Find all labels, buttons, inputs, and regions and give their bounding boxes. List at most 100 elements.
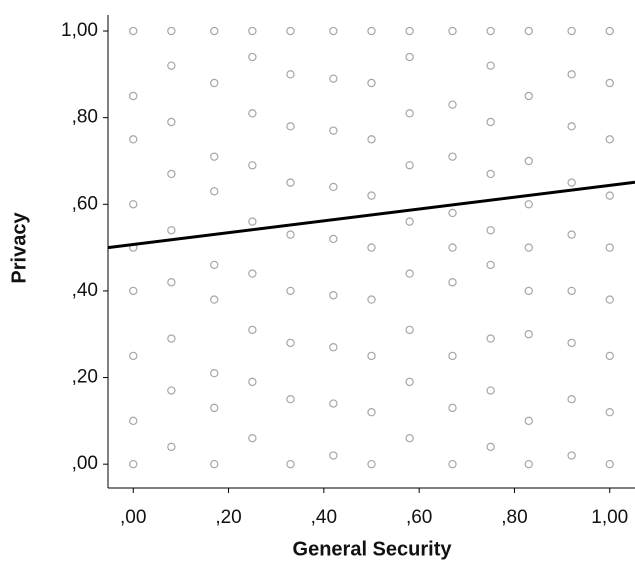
data-point (329, 399, 338, 408)
data-point (329, 26, 338, 36)
data-point (167, 26, 176, 36)
data-point (367, 135, 376, 144)
data-point (248, 217, 257, 226)
data-point (248, 109, 257, 118)
data-point (567, 451, 576, 460)
data-point (405, 433, 414, 443)
data-point (486, 334, 495, 343)
data-point (448, 278, 457, 287)
data-point (167, 169, 176, 179)
data-point (329, 74, 338, 83)
data-point (129, 459, 138, 469)
data-point (167, 386, 176, 395)
data-point (248, 161, 257, 170)
data-point (405, 325, 414, 335)
x-tick-label: 1,00 (591, 507, 628, 528)
data-point (329, 291, 338, 300)
data-point (286, 286, 295, 296)
data-point (129, 416, 138, 426)
data-point (286, 459, 295, 469)
data-point (448, 459, 457, 469)
data-point (524, 243, 533, 252)
x-tick-label: ,60 (406, 507, 432, 528)
data-point (524, 416, 533, 426)
data-point (286, 338, 295, 348)
data-point (210, 78, 219, 88)
data-point (605, 26, 614, 36)
data-point (329, 182, 338, 192)
x-tick-label: ,20 (215, 507, 241, 528)
data-point (167, 61, 176, 70)
y-tick-label: ,20 (72, 367, 98, 388)
data-point (286, 70, 295, 79)
data-point (367, 191, 376, 200)
data-point (329, 234, 338, 244)
data-point (605, 459, 614, 469)
data-point (367, 459, 376, 469)
data-point (448, 403, 457, 413)
data-point (367, 243, 376, 252)
y-tick-label: ,60 (72, 193, 98, 214)
data-point (524, 459, 533, 469)
data-point (210, 260, 219, 270)
data-point (486, 117, 495, 127)
y-tick-label: 1,00 (61, 20, 98, 41)
data-point (486, 260, 495, 270)
data-point (329, 126, 338, 135)
data-point (210, 459, 219, 469)
data-point (329, 451, 338, 460)
data-point (367, 78, 376, 88)
data-point (448, 208, 457, 218)
data-point (524, 156, 533, 166)
data-point (367, 295, 376, 304)
data-point (524, 286, 533, 296)
data-point (129, 26, 138, 36)
x-tick-label: ,80 (501, 507, 527, 528)
data-point (129, 91, 138, 101)
data-point (605, 243, 614, 252)
data-point (567, 178, 576, 187)
data-point (448, 351, 457, 361)
data-point (567, 70, 576, 79)
data-point (486, 386, 495, 395)
data-point (367, 407, 376, 417)
data-point (367, 26, 376, 36)
x-tick-label: ,00 (120, 507, 146, 528)
data-point (405, 26, 414, 36)
data-point (210, 152, 219, 161)
data-point (605, 407, 614, 417)
y-tick-label: ,80 (72, 107, 98, 128)
data-point (248, 269, 257, 278)
data-point (567, 286, 576, 296)
data-point (486, 169, 495, 179)
data-point (486, 226, 495, 235)
data-point (129, 351, 138, 361)
data-point (248, 26, 257, 36)
data-point (210, 295, 219, 304)
data-point (248, 52, 257, 62)
data-point (248, 377, 257, 387)
data-point (286, 395, 295, 404)
data-point (605, 191, 614, 200)
data-point (567, 230, 576, 239)
data-point (286, 26, 295, 36)
data-point (524, 330, 533, 339)
data-point (605, 135, 614, 144)
data-point (567, 26, 576, 36)
fit-line (107, 180, 635, 250)
data-point (248, 433, 257, 443)
data-point (448, 100, 457, 109)
data-point (167, 278, 176, 287)
data-point (524, 200, 533, 209)
data-point (286, 230, 295, 239)
data-point (405, 269, 414, 278)
data-point (405, 52, 414, 62)
data-point (448, 26, 457, 36)
data-point (605, 351, 614, 361)
data-point (167, 334, 176, 343)
data-point (210, 369, 219, 378)
data-point (210, 403, 219, 413)
data-point (605, 295, 614, 304)
data-point (129, 135, 138, 144)
